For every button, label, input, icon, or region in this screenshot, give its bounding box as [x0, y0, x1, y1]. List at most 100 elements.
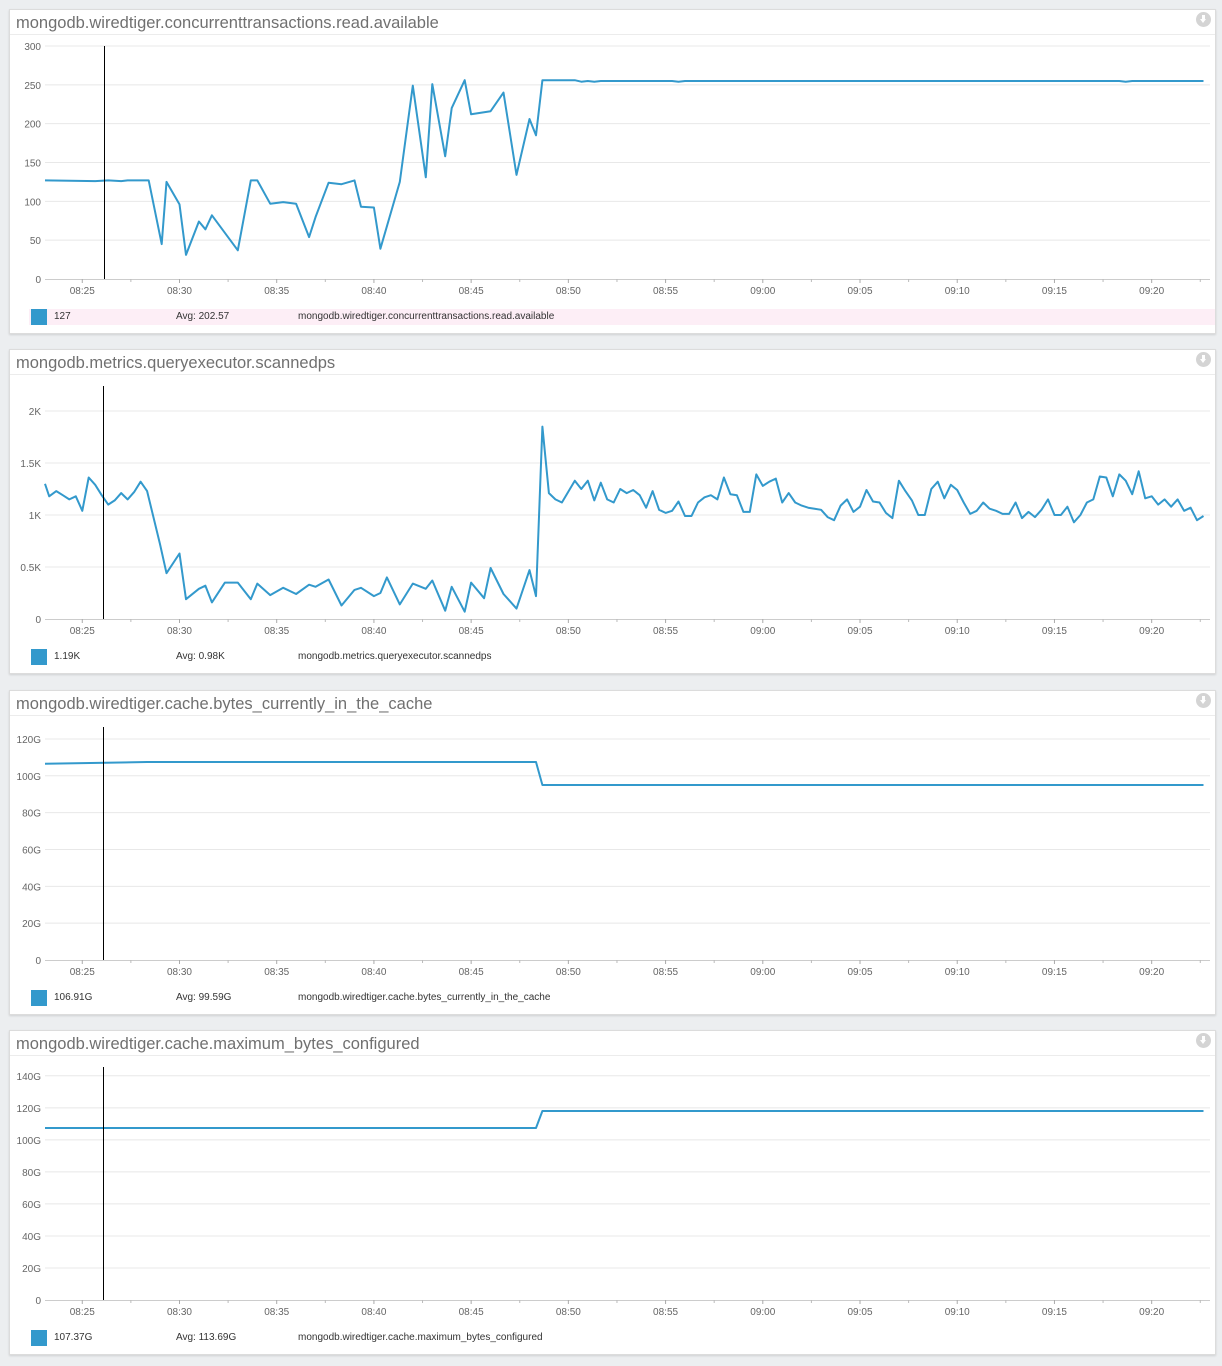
- y-tick-label: 100G: [17, 772, 42, 783]
- y-tick-label: 200: [24, 120, 41, 131]
- line-chart[interactable]: 0 0.5K 1K 1.5K 2K 08:25 08:30 08:35 08:40 08:45 08…: [10, 350, 1215, 673]
- chart-panel: mongodb.wiredtiger.cache.maximum_bytes_c…: [9, 1030, 1216, 1355]
- chart-title: mongodb.wiredtiger.concurrenttransaction…: [16, 14, 439, 32]
- x-tick-label: 08:35: [264, 1307, 289, 1318]
- x-tick-label: 08:30: [167, 967, 192, 978]
- header-divider: [10, 34, 1215, 35]
- x-tick-label: 09:05: [847, 1307, 872, 1318]
- x-tick-label: 08:25: [70, 286, 95, 297]
- x-tick-label: 09:00: [750, 626, 775, 637]
- x-tick-label: 08:55: [653, 286, 678, 297]
- x-tick-label: 08:30: [167, 1307, 192, 1318]
- y-tick-label: 2K: [29, 407, 42, 418]
- y-tick-label: 80G: [22, 1168, 41, 1179]
- x-tick-label: 08:50: [556, 626, 581, 637]
- y-tick-label: 50: [30, 236, 42, 247]
- line-chart[interactable]: 0 20G 40G 60G 80G 100G 120G 08:25 08:30 08:35 08:4…: [10, 691, 1215, 1014]
- download-icon[interactable]: [1196, 1033, 1211, 1048]
- x-tick-label: 09:10: [945, 967, 970, 978]
- chart-title: mongodb.wiredtiger.cache.maximum_bytes_c…: [16, 1035, 420, 1053]
- x-tick-label: 08:30: [167, 626, 192, 637]
- x-tick-label: 08:35: [264, 286, 289, 297]
- download-icon[interactable]: [1196, 693, 1211, 708]
- x-tick-label: 08:45: [459, 1307, 484, 1318]
- legend-average: Avg: 99.59G: [176, 992, 232, 1003]
- y-tick-label: 0: [35, 615, 41, 626]
- x-tick-label: 09:15: [1042, 626, 1067, 637]
- y-tick-label: 60G: [22, 1200, 41, 1211]
- y-tick-label: 300: [24, 42, 41, 53]
- x-tick-label: 09:20: [1139, 286, 1164, 297]
- legend-row[interactable]: 106.91G Avg: 99.59G mongodb.wiredtiger.cac…: [29, 990, 1215, 1006]
- x-tick-label: 08:35: [264, 626, 289, 637]
- legend-current-value: 1.19K: [54, 651, 81, 662]
- x-tick-label: 08:45: [459, 286, 484, 297]
- y-tick-label: 20G: [22, 919, 41, 930]
- series-line: [44, 79, 1204, 256]
- x-tick-label: 09:05: [847, 286, 872, 297]
- chart-title: mongodb.metrics.queryexecutor.scannedps: [16, 354, 336, 372]
- legend-series-name: mongodb.metrics.queryexecutor.scannedps: [298, 651, 492, 662]
- legend-row[interactable]: 127 Avg: 202.57 mongodb.wiredtiger.concurr…: [29, 309, 1215, 325]
- y-tick-label: 40G: [22, 1232, 41, 1243]
- x-tick-label: 09:00: [750, 1307, 775, 1318]
- y-tick-label: 120G: [17, 1104, 42, 1115]
- x-tick-label: 08:45: [459, 626, 484, 637]
- y-tick-label: 0: [35, 956, 41, 967]
- chart-panel: mongodb.wiredtiger.cache.bytes_currently…: [9, 690, 1216, 1015]
- x-tick-label: 09:05: [847, 967, 872, 978]
- legend-average: Avg: 202.57: [176, 311, 230, 322]
- download-icon[interactable]: [1196, 352, 1211, 367]
- x-tick-label: 09:20: [1139, 1307, 1164, 1318]
- x-tick-label: 08:40: [361, 286, 386, 297]
- y-tick-label: 120G: [17, 735, 42, 746]
- chart-title: mongodb.wiredtiger.cache.bytes_currently…: [16, 695, 433, 713]
- legend-series-name: mongodb.wiredtiger.cache.bytes_currently…: [298, 992, 551, 1003]
- x-tick-label: 08:40: [361, 1307, 386, 1318]
- x-tick-label: 09:10: [945, 286, 970, 297]
- x-tick-label: 09:20: [1139, 626, 1164, 637]
- legend-row[interactable]: 1.19K Avg: 0.98K mongodb.metrics.queryexec…: [29, 649, 1215, 665]
- header-divider: [10, 715, 1215, 716]
- x-tick-label: 09:00: [750, 286, 775, 297]
- y-tick-label: 150: [24, 159, 41, 170]
- y-tick-label: 250: [24, 81, 41, 92]
- x-tick-label: 08:40: [361, 626, 386, 637]
- x-tick-label: 08:50: [556, 286, 581, 297]
- download-icon[interactable]: [1196, 12, 1211, 27]
- x-tick-label: 08:50: [556, 967, 581, 978]
- series-line: [44, 761, 1204, 786]
- y-tick-label: 0: [35, 275, 41, 286]
- y-tick-label: 0: [35, 1296, 41, 1307]
- x-tick-label: 08:55: [653, 1307, 678, 1318]
- legend-current-value: 127: [54, 311, 71, 322]
- x-tick-label: 08:55: [653, 626, 678, 637]
- x-tick-label: 08:30: [167, 286, 192, 297]
- series-swatch: [31, 309, 47, 325]
- x-tick-label: 09:20: [1139, 967, 1164, 978]
- x-tick-label: 09:15: [1042, 967, 1067, 978]
- x-tick-label: 08:50: [556, 1307, 581, 1318]
- header-divider: [10, 374, 1215, 375]
- series-swatch: [31, 649, 47, 665]
- y-tick-label: 1K: [29, 511, 42, 522]
- legend-current-value: 107.37G: [54, 1332, 93, 1343]
- y-tick-label: 80G: [22, 809, 41, 820]
- x-tick-label: 08:40: [361, 967, 386, 978]
- y-tick-label: 40G: [22, 882, 41, 893]
- x-tick-label: 08:45: [459, 967, 484, 978]
- line-chart[interactable]: 0 20G 40G 60G 80G 100G 120G 140G 08:25 08:30 08:35…: [10, 1031, 1215, 1354]
- x-tick-label: 08:35: [264, 967, 289, 978]
- line-chart[interactable]: 0 50 100 150 200 250 300 08:25 08:30 08:35 08:40 08…: [10, 10, 1215, 333]
- y-tick-label: 100G: [17, 1136, 42, 1147]
- y-tick-label: 100: [24, 197, 41, 208]
- x-tick-label: 08:25: [70, 1307, 95, 1318]
- x-tick-label: 09:10: [945, 1307, 970, 1318]
- chart-panel: mongodb.wiredtiger.concurrenttransaction…: [9, 9, 1216, 334]
- x-tick-label: 09:15: [1042, 1307, 1067, 1318]
- legend-current-value: 106.91G: [54, 992, 93, 1003]
- x-tick-label: 09:10: [945, 626, 970, 637]
- series-line: [44, 425, 1205, 613]
- y-tick-label: 20G: [22, 1264, 41, 1275]
- legend-row[interactable]: 107.37G Avg: 113.69G mongodb.wiredtiger.ca…: [29, 1330, 1215, 1346]
